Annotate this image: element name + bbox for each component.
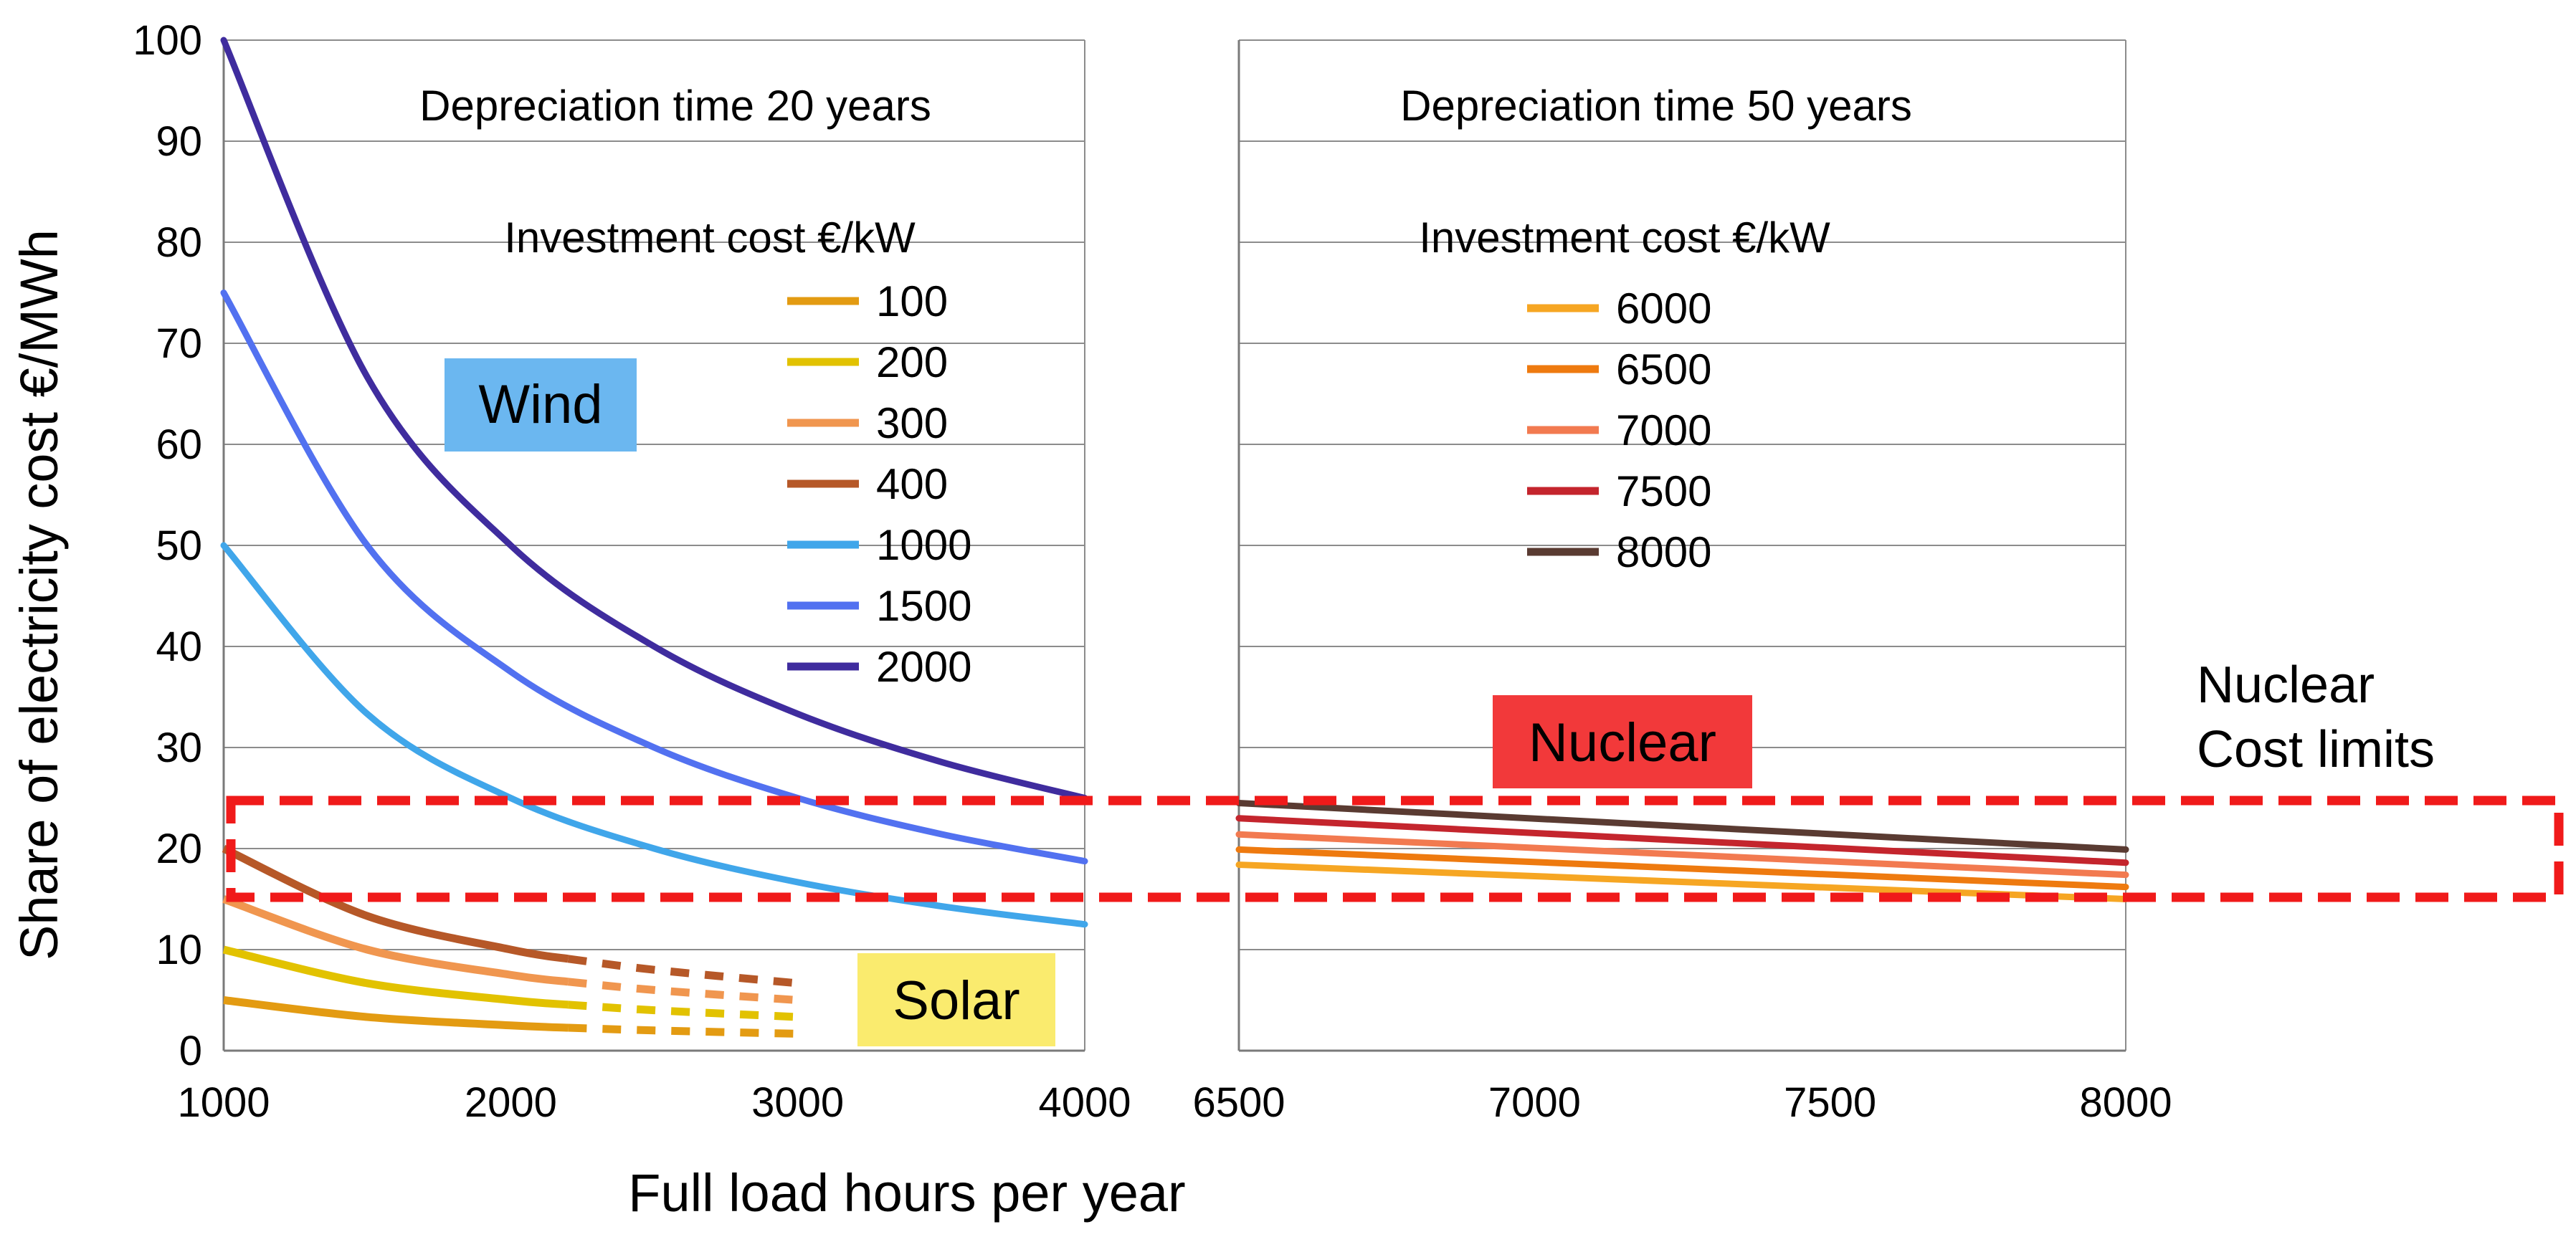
y-tick-label: 100: [133, 17, 202, 64]
wind-label: Wind: [445, 358, 637, 452]
y-tick-label: 90: [156, 118, 202, 165]
series-line-6500: [1235, 846, 2129, 891]
y-tick-label: 70: [156, 320, 202, 367]
solar-label: Solar: [857, 953, 1055, 1046]
x-tick-label: 7000: [1488, 1079, 1581, 1126]
right-legend: 6000 6500 7000 7500 8000: [1527, 285, 1711, 576]
left-legend: 100 200 300 400 1000 1500 2000: [787, 277, 971, 691]
series-line-100: [223, 996, 569, 1032]
series-line-200-dashed: [568, 1000, 798, 1021]
y-tick-label: 40: [156, 624, 202, 670]
y-tick-label: 80: [156, 219, 202, 266]
left-legend-title: Investment cost €/kW: [504, 214, 916, 262]
series-line-100-dashed: [568, 1023, 798, 1038]
nuclear-cost-limits-label-line2: Cost limits: [2197, 721, 2435, 778]
y-tick-label: 30: [156, 725, 202, 771]
legend-label-6000: 6000: [1616, 285, 1711, 333]
nuclear-cost-limits-label-line1: Nuclear: [2197, 656, 2375, 714]
legend-label-1500: 1500: [876, 582, 971, 630]
nuclear-label: Nuclear: [1493, 695, 1752, 788]
right-legend-title: Investment cost €/kW: [1419, 214, 1830, 262]
y-tick-label: 20: [156, 826, 202, 872]
legend-label-1000: 1000: [876, 521, 971, 569]
y-tick-label: 50: [156, 522, 202, 569]
series-line-7000: [1235, 831, 2129, 879]
series-line-200: [222, 945, 569, 1009]
legend-label-8000: 8000: [1616, 528, 1711, 576]
series-line-2000: [220, 37, 1088, 801]
x-tick-label: 6500: [1192, 1079, 1285, 1126]
series-line-300-dashed: [567, 978, 799, 1004]
svg-text:Wind: Wind: [478, 374, 602, 435]
y-axis-title: Share of electricity cost €/MWh: [9, 229, 69, 960]
series-line-400-dashed: [567, 955, 799, 988]
y-tick-label: 10: [156, 927, 202, 973]
series-line-300: [222, 895, 569, 986]
x-tick-label: 7500: [1784, 1079, 1876, 1126]
series-line-7500: [1235, 815, 2129, 866]
y-tick-labels: 0 10 20 30 40 50 60 70 80 90 100: [133, 17, 202, 1074]
legend-label-7000: 7000: [1616, 406, 1711, 454]
series-line-400: [222, 845, 569, 963]
series-line-1500: [220, 290, 1088, 865]
series-line-1000: [220, 542, 1088, 928]
y-tick-label: 60: [156, 421, 202, 468]
left-panel-title: Depreciation time 20 years: [419, 82, 931, 130]
x-axis-title: Full load hours per year: [628, 1163, 1185, 1223]
x-tick-label: 2000: [465, 1079, 557, 1126]
svg-text:Solar: Solar: [893, 970, 1020, 1031]
legend-label-300: 300: [876, 399, 948, 447]
svg-text:Nuclear: Nuclear: [1529, 712, 1716, 773]
series-layer: [220, 37, 2129, 1038]
legend-label-7500: 7500: [1616, 467, 1711, 515]
nuclear-cost-limits-box: [226, 796, 2564, 902]
series-line-8000: [1235, 800, 2129, 853]
panel-frames: [222, 40, 2126, 1052]
legend-label-100: 100: [876, 277, 948, 325]
x-tick-label: 1000: [177, 1079, 270, 1126]
x-tick-label: 4000: [1038, 1079, 1131, 1126]
y-tick-label: 0: [179, 1028, 202, 1074]
legend-label-6500: 6500: [1616, 345, 1711, 393]
x-tick-label: 8000: [2079, 1079, 2172, 1126]
x-tick-labels: 1000 2000 3000 4000 6500 7000 7500 8000: [177, 1079, 2172, 1126]
legend-label-200: 200: [876, 338, 948, 386]
right-panel-title: Depreciation time 50 years: [1400, 82, 1912, 130]
x-tick-label: 3000: [751, 1079, 844, 1126]
legend-label-2000: 2000: [876, 643, 971, 691]
legend-label-400: 400: [876, 460, 948, 508]
